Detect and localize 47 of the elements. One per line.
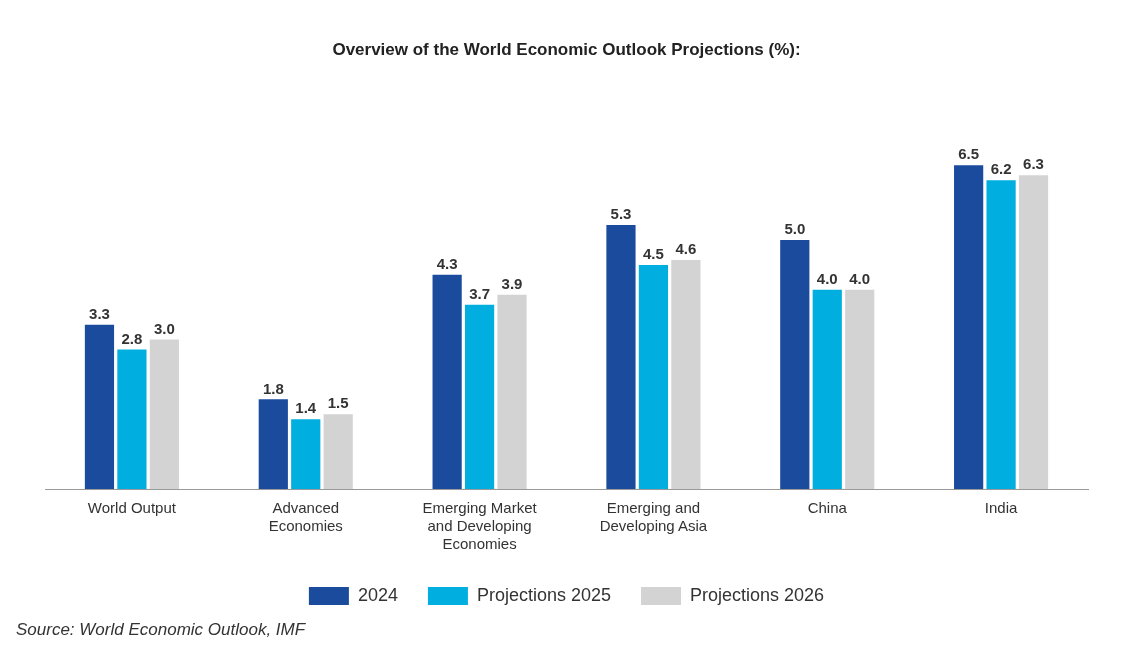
x-tick-label: Emerging and Developing Asia bbox=[599, 499, 708, 535]
data-label: 2.8 bbox=[121, 329, 143, 347]
bar bbox=[812, 289, 842, 489]
data-label: 6.2 bbox=[990, 160, 1012, 178]
data-label: 5.0 bbox=[784, 220, 806, 238]
bar bbox=[323, 414, 353, 489]
bar bbox=[780, 240, 810, 489]
x-tick-label: India bbox=[984, 499, 1018, 517]
data-label: 3.0 bbox=[153, 319, 175, 337]
bar bbox=[671, 259, 701, 489]
data-label: 4.0 bbox=[849, 269, 871, 287]
data-label: 4.0 bbox=[816, 269, 838, 287]
x-tick-label: World Output bbox=[87, 499, 177, 517]
x-tick-label: Advanced Economies bbox=[268, 499, 343, 535]
data-label: 4.6 bbox=[675, 240, 697, 258]
legend-label: 2024 bbox=[357, 584, 398, 605]
bar bbox=[954, 165, 984, 489]
bar bbox=[497, 294, 527, 489]
data-label: 4.3 bbox=[436, 255, 458, 272]
bar bbox=[464, 304, 495, 489]
data-label: 1.4 bbox=[295, 399, 317, 417]
legend-label: Projections 2025 bbox=[476, 584, 612, 605]
data-label: 3.9 bbox=[501, 274, 523, 292]
bar bbox=[117, 349, 147, 489]
bar bbox=[291, 419, 321, 489]
x-tick-label: China bbox=[807, 499, 848, 517]
data-label: 4.5 bbox=[642, 245, 664, 263]
data-label: 6.5 bbox=[958, 145, 980, 163]
bar bbox=[986, 180, 1016, 489]
data-label: 5.3 bbox=[610, 205, 632, 223]
data-label: 6.3 bbox=[1023, 155, 1044, 173]
legend-label: Projections 2026 bbox=[690, 584, 825, 605]
bar bbox=[84, 324, 115, 489]
bar bbox=[638, 264, 669, 489]
bar bbox=[606, 225, 636, 489]
data-label: 3.3 bbox=[89, 304, 110, 322]
bar bbox=[1018, 175, 1049, 489]
data-label: 1.8 bbox=[262, 379, 284, 397]
bar bbox=[258, 399, 288, 489]
bar bbox=[149, 339, 179, 489]
data-label: 1.5 bbox=[327, 394, 349, 412]
bar bbox=[432, 274, 462, 489]
chart-title: Overview of the World Economic Outlook Projections (%): bbox=[332, 39, 801, 59]
bar bbox=[845, 289, 875, 489]
x-tick-label: Emerging Market and Developing Economies bbox=[422, 499, 538, 553]
data-label: 3.7 bbox=[469, 284, 491, 302]
source-note: Source: World Economic Outlook, IMF bbox=[16, 620, 306, 640]
